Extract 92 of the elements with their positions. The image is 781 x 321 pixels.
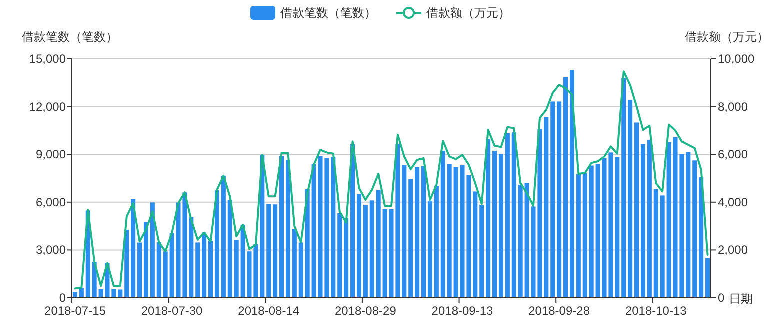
bar <box>344 218 349 298</box>
bar <box>518 185 523 298</box>
bar <box>557 102 562 298</box>
bar <box>415 167 420 298</box>
x-tick-label: 2018-07-15 <box>44 304 106 318</box>
bar <box>686 152 691 298</box>
bar <box>615 157 620 298</box>
y-tick-label: 0 <box>59 291 66 305</box>
bar <box>706 258 710 298</box>
bar <box>79 288 84 298</box>
bar <box>196 242 200 298</box>
bar <box>440 150 446 298</box>
bar <box>512 132 516 298</box>
line-series <box>74 70 709 290</box>
bar <box>202 232 207 298</box>
bar <box>408 179 414 298</box>
bar <box>564 77 568 298</box>
bar <box>550 102 556 298</box>
y-axis-title: 借款笔数（笔数） <box>22 30 118 44</box>
bar <box>498 154 504 298</box>
bar <box>370 200 374 298</box>
bar <box>150 202 155 298</box>
bar <box>138 242 142 298</box>
y2-axis-title: 借款额（万元） <box>685 30 769 44</box>
y2-tick-label: 4,000 <box>718 195 748 210</box>
bar <box>273 204 278 298</box>
bar <box>692 160 698 298</box>
bar <box>582 173 588 298</box>
bar <box>654 189 658 298</box>
bar <box>422 166 426 298</box>
bar <box>144 222 148 298</box>
legend-label: 借款额（万元） <box>426 6 510 20</box>
x-tick-label: 2018-08-29 <box>334 304 397 318</box>
y2-tick-label: 10,000 <box>718 52 756 66</box>
bar <box>640 144 646 298</box>
bar <box>576 174 581 298</box>
bar <box>473 192 478 298</box>
bar <box>570 70 574 298</box>
y2-tick-label: 2,000 <box>718 243 748 258</box>
bar <box>428 202 432 298</box>
bar <box>647 140 652 298</box>
y2-tick-label: 8,000 <box>718 100 748 114</box>
bar <box>480 204 484 298</box>
bar <box>402 165 407 298</box>
x-tick-label: 2018-08-14 <box>238 304 300 318</box>
bar <box>447 164 452 298</box>
bar <box>492 150 498 298</box>
y-tick-label: 15,000 <box>29 52 66 66</box>
x-tick-label: 2018-09-13 <box>432 304 494 318</box>
y-tick-label: 6,000 <box>36 195 66 210</box>
bar <box>124 230 130 298</box>
bar <box>280 156 284 298</box>
bar <box>208 240 214 298</box>
bar <box>131 199 136 298</box>
bar <box>266 204 272 298</box>
bar <box>505 133 510 298</box>
bar <box>305 189 310 298</box>
bar <box>544 117 549 298</box>
legend-label: 借款笔数（笔数） <box>280 6 376 20</box>
bar <box>699 177 704 298</box>
bar <box>338 213 342 298</box>
x-axis-title: 日期 <box>729 292 753 306</box>
bar <box>228 200 232 298</box>
y-tick-label: 3,000 <box>36 243 66 258</box>
bar <box>214 190 220 298</box>
bar <box>434 186 439 298</box>
y-tick-label: 9,000 <box>36 148 66 162</box>
bar <box>376 190 381 298</box>
bar <box>298 242 304 298</box>
bar <box>628 100 633 298</box>
bar <box>486 139 491 298</box>
bar <box>118 290 123 298</box>
bar <box>660 196 665 298</box>
x-tick-label: 2018-09-28 <box>528 304 590 318</box>
x-tick-label: 2018-10-13 <box>625 304 688 318</box>
y-tick-label: 12,000 <box>29 100 66 114</box>
bar <box>622 78 626 298</box>
bar <box>363 204 368 298</box>
bar <box>234 240 239 298</box>
bar <box>163 252 168 298</box>
bar <box>331 157 336 298</box>
bar <box>292 229 297 298</box>
bar <box>634 122 640 298</box>
bar <box>156 242 162 298</box>
y2-tick-label: 6,000 <box>718 148 748 162</box>
x-tick-label: 2018-07-30 <box>141 304 204 318</box>
y2-tick-label: 0 <box>718 291 725 305</box>
bar <box>286 160 290 298</box>
bar <box>589 166 594 298</box>
bar <box>189 217 194 298</box>
bar <box>356 194 362 298</box>
bar <box>221 176 226 298</box>
